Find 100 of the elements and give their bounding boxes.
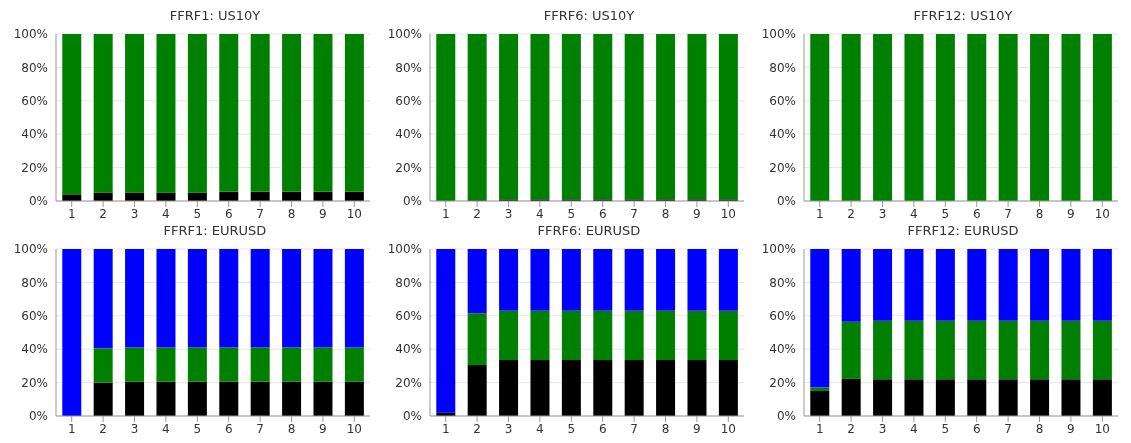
chart-title: FFRF1: US10Y	[168, 8, 262, 25]
x-tick-label: 2	[847, 206, 855, 221]
x-tick-label: 5	[567, 421, 576, 436]
x-tick-label: 4	[536, 421, 544, 436]
y-tick-label: 60%	[769, 94, 796, 109]
x-tick-label: 6	[224, 206, 233, 221]
y-tick-label: 100%	[761, 27, 796, 42]
y-tick-label: 20%	[395, 375, 422, 390]
x-tick-label: 1	[441, 206, 450, 221]
x-tick-label: 6	[972, 206, 981, 221]
x-tick-label: 10	[720, 421, 736, 436]
x-tick-label: 7	[256, 206, 264, 221]
x-tick-label: 10	[1094, 421, 1110, 436]
x-tick-label: 10	[720, 206, 736, 221]
x-tick-label: 3	[130, 206, 139, 221]
y-tick-label: 20%	[21, 375, 48, 390]
x-tick-label: 7	[630, 421, 638, 436]
x-tick-label: 6	[598, 421, 607, 436]
x-tick-label: 9	[693, 421, 701, 436]
x-tick-label: 8	[1035, 421, 1044, 436]
x-tick-label: 3	[878, 206, 887, 221]
x-tick-label: 6	[224, 421, 233, 436]
x-tick-label: 5	[567, 206, 576, 221]
x-tick-label: 10	[1094, 206, 1110, 221]
x-tick-label: 2	[847, 421, 855, 436]
x-tick-label: 2	[473, 421, 481, 436]
x-tick-label: 7	[1004, 421, 1012, 436]
chart-title: FFRF12: US10Y	[912, 8, 1014, 25]
y-tick-label: 80%	[395, 275, 422, 290]
y-tick-label: 0%	[776, 194, 796, 209]
x-tick-label: 4	[536, 206, 544, 221]
x-tick-label: 3	[504, 421, 513, 436]
x-tick-label: 10	[346, 421, 362, 436]
x-tick-label: 9	[1067, 421, 1075, 436]
x-tick-label: 3	[130, 421, 139, 436]
y-tick-label: 100%	[387, 242, 422, 257]
y-tick-label: 20%	[21, 160, 48, 175]
x-tick-label: 4	[910, 421, 918, 436]
y-tick-label: 100%	[387, 27, 422, 42]
x-tick-label: 4	[162, 421, 170, 436]
x-tick-label: 8	[287, 421, 296, 436]
y-tick-label: 60%	[769, 309, 796, 324]
y-tick-label: 0%	[402, 409, 422, 424]
y-tick-label: 80%	[395, 60, 422, 75]
y-tick-label: 20%	[769, 160, 796, 175]
x-tick-label: 5	[193, 206, 202, 221]
x-tick-label: 5	[941, 206, 950, 221]
x-tick-label: 8	[1035, 206, 1044, 221]
chart-title: FFRF1: EURUSD	[162, 223, 268, 240]
y-tick-label: 60%	[21, 309, 48, 324]
y-tick-label: 0%	[776, 409, 796, 424]
y-tick-label: 60%	[21, 94, 48, 109]
y-tick-label: 40%	[769, 127, 796, 142]
y-tick-label: 20%	[395, 160, 422, 175]
y-tick-label: 40%	[395, 127, 422, 142]
y-tick-label: 80%	[21, 60, 48, 75]
y-tick-label: 40%	[21, 342, 48, 357]
x-tick-label: 7	[1004, 206, 1012, 221]
x-tick-label: 1	[67, 421, 76, 436]
x-tick-label: 1	[67, 206, 76, 221]
x-tick-label: 10	[346, 206, 362, 221]
chart-title: FFRF6: US10Y	[542, 8, 636, 25]
y-tick-label: 100%	[761, 242, 796, 257]
y-tick-label: 20%	[769, 375, 796, 390]
chart-title: FFRF12: EURUSD	[906, 223, 1020, 240]
x-tick-label: 8	[287, 206, 296, 221]
x-tick-label: 1	[815, 421, 824, 436]
x-tick-label: 2	[99, 206, 107, 221]
y-tick-label: 60%	[395, 94, 422, 109]
y-tick-label: 40%	[769, 342, 796, 357]
y-tick-label: 80%	[769, 60, 796, 75]
y-tick-label: 80%	[21, 275, 48, 290]
x-tick-label: 8	[661, 206, 670, 221]
x-tick-label: 7	[630, 206, 638, 221]
x-tick-label: 4	[162, 206, 170, 221]
y-tick-label: 80%	[769, 275, 796, 290]
chart-title: FFRF6: EURUSD	[536, 223, 642, 240]
x-tick-label: 3	[878, 421, 887, 436]
x-tick-label: 9	[319, 206, 327, 221]
x-tick-label: 2	[99, 421, 107, 436]
x-tick-label: 4	[910, 206, 918, 221]
y-tick-label: 0%	[402, 194, 422, 209]
y-tick-label: 0%	[28, 409, 48, 424]
x-tick-label: 9	[1067, 206, 1075, 221]
x-tick-label: 9	[693, 206, 701, 221]
y-tick-label: 40%	[395, 342, 422, 357]
y-tick-label: 100%	[13, 242, 48, 257]
x-tick-label: 6	[598, 206, 607, 221]
x-tick-label: 5	[941, 421, 950, 436]
x-tick-label: 6	[972, 421, 981, 436]
y-tick-label: 0%	[28, 194, 48, 209]
x-tick-label: 8	[661, 421, 670, 436]
x-tick-label: 1	[441, 421, 450, 436]
x-tick-label: 2	[473, 206, 481, 221]
x-tick-label: 9	[319, 421, 327, 436]
y-tick-label: 100%	[13, 27, 48, 42]
y-tick-label: 60%	[395, 309, 422, 324]
x-tick-label: 5	[193, 421, 202, 436]
x-tick-label: 1	[815, 206, 824, 221]
x-tick-label: 7	[256, 421, 264, 436]
